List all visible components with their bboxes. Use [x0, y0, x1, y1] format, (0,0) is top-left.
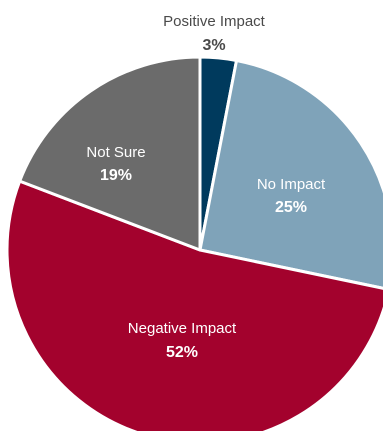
pie-slices	[5, 55, 383, 431]
slice-value-positive-impact: 3%	[202, 37, 225, 54]
pie-slice-no-impact	[198, 58, 383, 290]
slice-label-positive-impact: Positive Impact	[163, 13, 266, 30]
slice-label-no-impact: No Impact	[257, 176, 326, 193]
slice-label-not-sure: Not Sure	[86, 144, 145, 161]
slice-value-not-sure: 19%	[100, 167, 132, 184]
pie-labels: Positive Impact 3% No Impact 25% Negative Im…	[86, 13, 326, 361]
slice-value-no-impact: 25%	[275, 199, 307, 216]
pie-slice-not-sure	[18, 55, 202, 252]
slice-label-negative-impact: Negative Impact	[128, 320, 237, 337]
pie-slice-negative-impact	[5, 179, 383, 431]
slice-value-negative-impact: 52%	[166, 344, 198, 361]
